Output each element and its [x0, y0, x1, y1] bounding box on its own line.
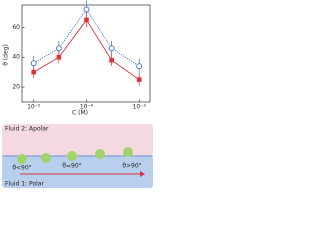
apolar-fluid	[2, 124, 153, 156]
particle	[17, 154, 27, 164]
angle-label: θ<90°	[12, 165, 31, 172]
bottom-fluid-label: Fluid 1: Polar	[5, 181, 44, 188]
point	[109, 57, 114, 63]
x-tick-label: 10⁻³	[133, 104, 147, 111]
point	[56, 54, 62, 60]
angle-label: θ=90°	[62, 163, 81, 170]
particle	[41, 153, 51, 163]
point	[84, 17, 89, 23]
particle	[95, 149, 105, 159]
top-fluid-label: Fluid 2: Apolar	[5, 126, 49, 133]
y-axis-label: θ (deg)	[3, 44, 10, 66]
point	[108, 45, 115, 52]
point	[55, 45, 62, 52]
point	[83, 6, 90, 13]
x-tick-label: 10⁻⁵	[27, 104, 41, 111]
plot-frame	[21, 4, 151, 103]
particle	[67, 151, 77, 161]
y-tick-label: 60	[12, 24, 20, 31]
angle-label: θ>90°	[122, 163, 141, 170]
x-axis-label: C (M)	[72, 110, 88, 117]
arrow-head	[140, 171, 145, 177]
x-tick-label: 10⁻⁴	[80, 104, 94, 111]
point	[136, 77, 142, 82]
figure: C (M) θ (deg) Fluid 2: Apolar Fluid 1: P…	[0, 0, 155, 189]
particle	[123, 147, 133, 157]
y-tick-label: 40	[12, 54, 20, 61]
point	[30, 60, 37, 67]
point	[136, 63, 143, 70]
y-tick-label: 20	[12, 84, 20, 91]
point	[31, 69, 37, 75]
polar-fluid	[2, 156, 153, 188]
